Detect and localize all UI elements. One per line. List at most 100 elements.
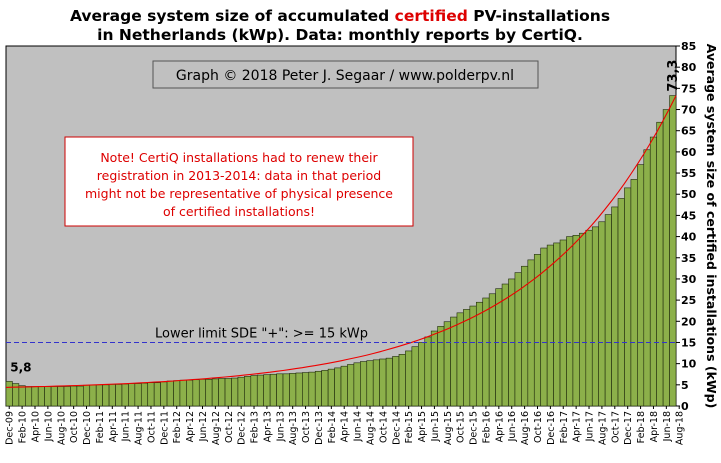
note-line: registration in 2013-2014: data in that … (97, 168, 381, 183)
bar-44 (289, 373, 297, 407)
bar-71 (463, 309, 471, 407)
bar-10 (70, 385, 78, 407)
bar-36 (237, 376, 245, 407)
bar-62 (405, 350, 413, 407)
x-tick-label: Oct-16 (533, 411, 544, 443)
bar-23 (153, 382, 161, 407)
bar-37 (244, 376, 252, 407)
y-tick-label: 45 (681, 209, 696, 222)
bar-13 (89, 384, 97, 407)
x-tick-label: Jun-11 (121, 411, 132, 442)
x-tick-label: Feb-14 (327, 411, 338, 443)
bar-15 (102, 384, 110, 407)
x-tick-label: Dec-16 (546, 411, 557, 445)
x-tick-label: Oct-11 (147, 411, 158, 443)
x-tick-label: Feb-15 (404, 411, 415, 443)
bar-54 (353, 362, 361, 407)
bar-100 (649, 136, 657, 407)
bar-16 (108, 384, 116, 407)
bar-35 (231, 377, 239, 407)
bar-98 (637, 164, 645, 407)
bar-70 (456, 312, 464, 407)
x-tick-label: Apr-10 (31, 411, 42, 442)
note-line: of certified installations! (163, 204, 315, 219)
bar-45 (295, 372, 303, 407)
x-tick-label: Dec-11 (159, 411, 170, 445)
bar-75 (488, 293, 496, 407)
trend-line (5, 95, 677, 388)
x-tick-label: Jun-14 (353, 411, 364, 442)
bar-50 (327, 368, 335, 407)
bar-72 (469, 305, 477, 407)
x-tick-label: Jun-16 (507, 411, 518, 442)
bar-30 (198, 379, 207, 407)
bar-47 (308, 371, 316, 407)
bar-38 (250, 375, 258, 407)
bar-12 (83, 384, 91, 407)
x-tick-label: Feb-18 (636, 411, 647, 443)
bar-43 (282, 373, 290, 407)
bar-74 (482, 297, 490, 407)
bar-28 (186, 379, 194, 407)
bar-51 (334, 367, 342, 407)
x-tick-label: Aug-13 (288, 411, 299, 445)
bar-6 (44, 386, 52, 407)
bar-39 (256, 374, 264, 407)
bar-63 (411, 346, 419, 407)
x-tick-label: Oct-10 (69, 411, 80, 443)
bar-60 (392, 356, 400, 407)
x-tick-label: Feb-12 (172, 411, 183, 443)
x-tick-label: Apr-16 (494, 411, 505, 442)
bar-18 (121, 383, 129, 407)
bar-61 (398, 354, 406, 407)
x-tick-label: Jun-13 (275, 411, 286, 442)
bar-56 (366, 360, 374, 407)
bar-97 (630, 179, 638, 407)
y-axis: 0 5 10 15 20 25 30 35 40 45 50 55 60 65 70 75 80 85 (676, 40, 697, 413)
note-line: might not be representative of physical … (85, 186, 393, 201)
bar-68 (443, 321, 451, 407)
x-tick-label: Aug-12 (211, 411, 222, 445)
bar-3 (25, 386, 33, 407)
bar-59 (385, 357, 393, 407)
bar-96 (624, 187, 632, 407)
bar-73 (475, 301, 484, 407)
bar-29 (192, 379, 200, 407)
bar-24 (160, 381, 168, 407)
x-tick-label: Aug-17 (597, 411, 608, 445)
bar-33 (218, 378, 226, 407)
x-tick-label: Dec-15 (469, 411, 480, 445)
y-tick-label: 65 (681, 125, 696, 138)
chart-title-line2: in Netherlands (kWp). Data: monthly repo… (97, 26, 583, 44)
x-tick-label: Oct-12 (224, 411, 235, 443)
bar-34 (224, 378, 232, 407)
note-text: Note! CertiQ installations had to renew … (85, 150, 393, 219)
x-tick-label: Dec-12 (237, 411, 248, 445)
y-tick-label: 85 (681, 40, 696, 53)
x-tick-label: Apr-15 (417, 411, 428, 442)
bar-19 (128, 383, 136, 407)
x-tick-label: Jun-15 (430, 411, 441, 442)
bar-99 (643, 149, 651, 407)
y-tick-label: 15 (681, 336, 696, 349)
bar-4 (31, 386, 39, 407)
y-tick-label: 50 (681, 188, 697, 201)
x-tick-label: Feb-16 (482, 411, 493, 443)
bar-57 (372, 359, 380, 407)
bar-86 (559, 239, 567, 407)
y-tick-label: 55 (681, 167, 696, 180)
x-tick-label: Jun-10 (43, 411, 54, 442)
y-tick-label: 5 (681, 379, 689, 392)
bar-20 (134, 383, 142, 407)
bar-0 (5, 381, 13, 407)
bar-9 (63, 386, 71, 407)
bar-101 (656, 121, 664, 407)
bar-89 (579, 232, 587, 407)
bar-76 (495, 288, 503, 407)
x-tick-label: Aug-15 (443, 411, 454, 445)
bar-40 (263, 374, 271, 407)
x-tick-label: Feb-10 (18, 411, 29, 443)
last-value-label: 73,3 (666, 60, 681, 92)
